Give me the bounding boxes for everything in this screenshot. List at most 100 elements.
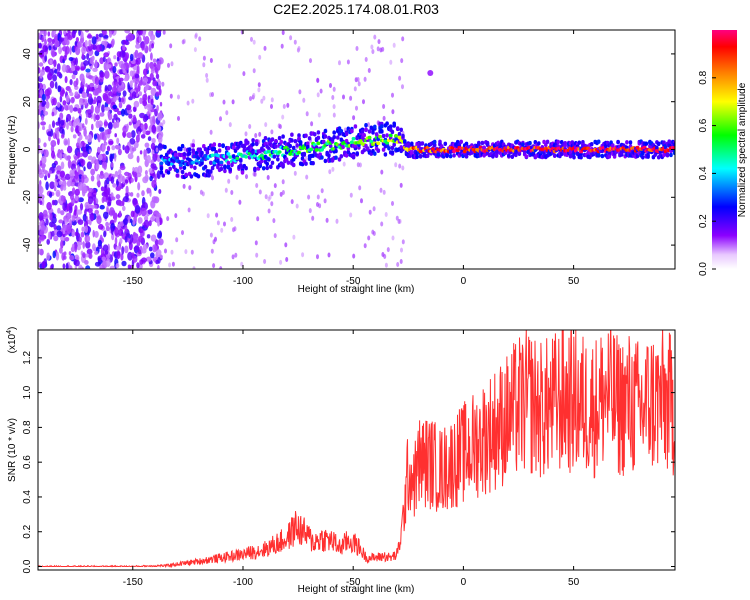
noise-cell: [122, 205, 126, 212]
noise-cell: [396, 262, 400, 267]
signal-halo-cell: [251, 150, 255, 156]
x-tick-label: 0: [461, 577, 467, 588]
noise-cell: [110, 227, 114, 235]
signal-halo-cell: [187, 151, 192, 156]
noise-cell: [126, 132, 133, 139]
noise-cell: [62, 185, 67, 191]
noise-cell: [60, 119, 65, 126]
noise-cell: [106, 64, 112, 69]
noise-cell: [99, 57, 104, 65]
noise-cell: [75, 37, 79, 43]
noise-cell: [122, 144, 125, 151]
signal-halo-cell: [464, 141, 469, 146]
noise-cell: [290, 199, 294, 205]
noise-cell: [147, 136, 152, 142]
noise-cell: [42, 44, 48, 53]
signal-halo-cell: [364, 123, 368, 128]
noise-cell: [62, 230, 66, 235]
noise-cell: [377, 39, 381, 45]
signal-halo-cell: [270, 137, 275, 142]
noise-cell: [55, 251, 60, 261]
noise-cell: [281, 190, 285, 195]
noise-cell: [111, 233, 115, 241]
noise-cell: [149, 72, 154, 81]
noise-cell: [150, 69, 155, 74]
noise-cell: [80, 31, 84, 39]
noise-cell: [231, 254, 235, 260]
noise-cell: [158, 230, 163, 239]
noise-cell: [113, 96, 117, 103]
signal-core-cell: [349, 140, 354, 144]
noise-cell: [48, 221, 55, 228]
spectrogram-ylabel: Frequency (Hz): [7, 116, 18, 185]
noise-cell: [97, 120, 103, 128]
colorbar-gradient: [712, 30, 737, 269]
noise-cell: [95, 162, 100, 170]
noise-cell: [107, 110, 111, 118]
noise-cell: [234, 252, 238, 258]
noise-cell: [233, 226, 237, 232]
snr-series-line: [38, 330, 675, 569]
noise-cell: [71, 243, 76, 252]
noise-cell: [110, 196, 116, 201]
noise-cell: [199, 189, 203, 195]
signal-halo-cell: [392, 142, 397, 147]
noise-cell: [367, 68, 371, 73]
noise-cell: [140, 134, 146, 139]
noise-cell: [154, 153, 158, 158]
noise-cell: [134, 73, 140, 79]
noise-cell: [54, 33, 58, 43]
signal-halo-cell: [159, 166, 164, 171]
signal-halo-cell: [323, 134, 328, 139]
noise-cell: [187, 207, 191, 213]
signal-halo-cell: [339, 154, 344, 159]
signal-core-cell: [367, 135, 372, 140]
noise-cell: [104, 70, 110, 79]
noise-cell: [209, 58, 213, 63]
noise-cell: [118, 210, 122, 218]
colorbar-label: Normalized spectral amplitude: [737, 82, 748, 217]
signal-halo-cell: [219, 166, 224, 172]
noise-cell: [103, 121, 109, 127]
noise-cell: [56, 230, 63, 238]
signal-halo-cell: [311, 161, 315, 166]
noise-cell: [219, 116, 222, 122]
signal-halo-cell: [239, 158, 243, 163]
signal-halo-cell: [464, 154, 469, 159]
signal-halo-cell: [196, 174, 201, 179]
noise-cell: [309, 58, 312, 64]
noise-cell: [45, 218, 49, 226]
noise-cell: [133, 246, 140, 251]
signal-halo-cell: [616, 139, 620, 145]
signal-halo-cell: [628, 140, 633, 145]
noise-cell: [143, 219, 150, 229]
noise-cell: [142, 243, 148, 250]
noise-cell: [62, 202, 67, 211]
y-tick-label: -20: [22, 190, 33, 205]
noise-cell: [114, 227, 119, 237]
noise-cell: [151, 179, 157, 189]
noise-cell: [148, 246, 153, 252]
noise-cell: [41, 37, 44, 43]
noise-cell: [54, 81, 58, 90]
signal-core-cell: [319, 148, 324, 152]
signal-halo-cell: [286, 160, 291, 165]
noise-cell: [88, 187, 94, 193]
signal-halo-cell: [625, 140, 629, 145]
noise-cell: [58, 46, 62, 55]
noise-cell: [56, 225, 62, 231]
noise-cell: [116, 56, 120, 62]
noise-cell: [80, 231, 85, 238]
signal-halo-cell: [388, 124, 393, 129]
signal-halo-cell: [281, 134, 285, 139]
noise-cell: [355, 46, 359, 51]
noise-cell: [47, 31, 51, 37]
noise-cell: [146, 187, 152, 194]
noise-cell: [72, 107, 78, 112]
noise-cell: [211, 92, 214, 97]
noise-cell: [244, 131, 248, 137]
noise-cell: [152, 115, 156, 124]
noise-cell: [94, 250, 99, 255]
signal-halo-cell: [373, 151, 377, 156]
noise-cell: [62, 263, 66, 269]
